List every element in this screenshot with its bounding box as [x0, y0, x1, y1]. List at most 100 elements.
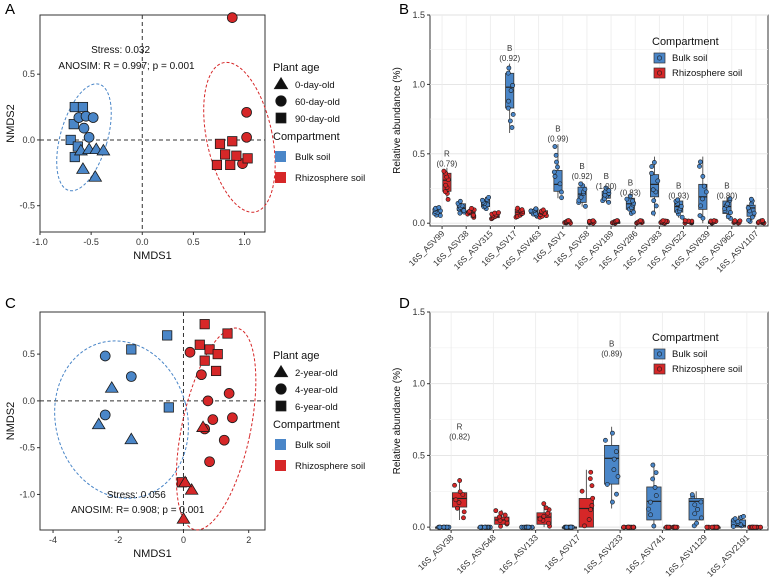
indicator-letter: B [604, 172, 609, 181]
indicator-value: (0.82) [449, 433, 470, 442]
data-point [498, 510, 504, 516]
data-point [223, 388, 235, 399]
data-point [541, 501, 547, 507]
data-point [578, 194, 584, 200]
y-axis-title: Relative abundance (%) [392, 368, 403, 475]
data-point [555, 164, 560, 170]
data-point [557, 181, 563, 187]
data-point [443, 182, 449, 188]
data-point [749, 214, 755, 220]
y-tick-label: -1.0 [19, 489, 35, 499]
data-point [615, 474, 621, 479]
x-tick-label: 16S_ASV548 [455, 532, 498, 575]
data-point [227, 412, 238, 424]
legend-compartment-title: Compartment [273, 131, 340, 143]
data-point [178, 475, 193, 488]
legend-title: Compartment [652, 332, 719, 344]
data-point [621, 524, 627, 530]
indicator-value: (0.79) [436, 160, 457, 169]
data-point [241, 131, 252, 143]
data-point [437, 524, 443, 530]
y-tick-label: -0.5 [19, 201, 35, 211]
data-point [732, 516, 738, 522]
data-point [510, 82, 516, 88]
data-point [625, 524, 631, 530]
panel-letter-b: B [399, 1, 409, 18]
data-point [692, 511, 698, 517]
legend-point-symbol [656, 366, 662, 372]
data-point [196, 369, 207, 381]
data-point [678, 204, 684, 209]
data-point [653, 203, 659, 209]
x-tick-label: -1.0 [32, 237, 48, 247]
data-point [559, 195, 564, 201]
x-tick-label: 1.0 [238, 237, 251, 247]
data-point [590, 495, 596, 501]
data-point [83, 131, 95, 143]
data-point [218, 434, 230, 446]
data-point [651, 198, 657, 204]
data-point [493, 508, 499, 514]
data-point [231, 150, 242, 161]
data-point [732, 218, 738, 224]
data-point [651, 160, 657, 165]
data-point [546, 520, 551, 526]
y-tick-label: 1.0 [412, 79, 425, 89]
data-point [631, 209, 636, 215]
y-tick-label: 1.5 [412, 307, 425, 317]
data-point [650, 187, 656, 193]
data-point [68, 119, 79, 130]
data-point [241, 106, 252, 118]
data-point [698, 499, 704, 505]
data-point [673, 524, 678, 530]
data-point [590, 218, 596, 224]
data-point [502, 512, 508, 518]
data-point [519, 207, 525, 213]
plot-area [429, 14, 769, 227]
data-point [655, 178, 661, 184]
data-point [436, 205, 442, 210]
data-point [498, 523, 503, 529]
data-point [533, 206, 539, 212]
legend-point-symbol [656, 55, 662, 61]
data-point [194, 339, 205, 350]
y-axis-title: NMDS2 [5, 104, 17, 143]
y-tick-label: 0.5 [22, 69, 35, 79]
data-point [509, 125, 515, 130]
data-point [486, 194, 492, 200]
panel-letter-d: D [399, 295, 410, 312]
legend-point-symbol [656, 70, 662, 76]
y-tick-label: 1.0 [412, 379, 425, 389]
y-tick-label: 0.0 [412, 218, 425, 228]
data-point [541, 513, 547, 519]
legend-age-title: Plant age [273, 350, 319, 362]
data-point [648, 499, 653, 505]
data-point [504, 520, 510, 526]
data-point [679, 214, 685, 220]
data-point [711, 218, 717, 224]
data-point [163, 402, 174, 413]
data-point [441, 524, 447, 530]
x-tick-label: 0 [181, 535, 186, 545]
data-point [88, 170, 103, 182]
data-point [704, 524, 710, 530]
data-point [660, 218, 666, 224]
data-point [610, 499, 615, 505]
data-point [227, 136, 238, 147]
x-tick-label: 16S_ASV17 [542, 532, 582, 572]
data-point [746, 217, 751, 223]
data-point [614, 218, 620, 224]
data-point [588, 507, 593, 513]
data-point [461, 509, 467, 515]
data-point [700, 173, 706, 179]
data-point [697, 213, 703, 219]
data-point [69, 151, 80, 163]
plot-area [429, 311, 769, 531]
data-point [125, 371, 137, 382]
indicator-letter: B [724, 182, 729, 191]
indicator-value: (0.83) [620, 189, 641, 198]
data-point [568, 524, 574, 530]
data-point [457, 210, 463, 216]
data-point [648, 512, 653, 518]
data-point [453, 497, 459, 503]
